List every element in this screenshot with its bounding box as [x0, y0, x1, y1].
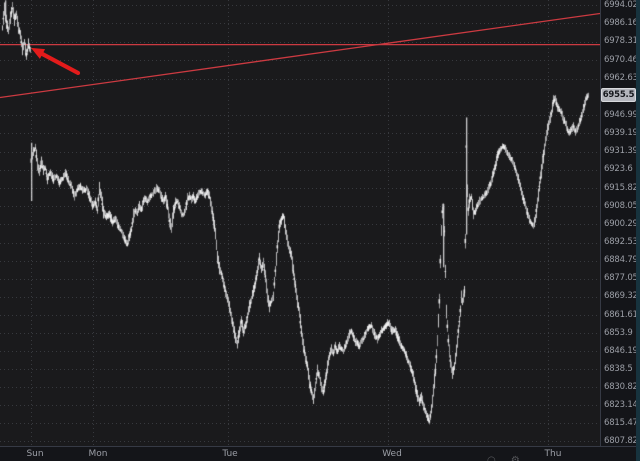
price-axis-label: 6915.82: [604, 182, 638, 193]
price-axis-label: 6830.82: [604, 381, 638, 392]
price-axis-label: 6838.5: [604, 363, 633, 374]
price-axis-label: 6939.19: [604, 127, 638, 138]
price-axis-label: 6869.32: [604, 291, 638, 302]
last-price-tag: 6955.5: [601, 88, 636, 103]
price-axis-label: 6962.63: [604, 73, 638, 83]
time-axis[interactable]: Sun Mon Tue Wed Thu: [0, 446, 640, 461]
price-axis-label: 6861.61: [604, 309, 638, 320]
time-axis-label: Mon: [88, 449, 108, 459]
price-axis-label: 6970.46: [604, 54, 638, 65]
time-axis-label: Thu: [544, 449, 562, 459]
time-axis-label: Wed: [382, 449, 402, 459]
price-axis-label: 6877.05: [604, 273, 638, 284]
price-chart-canvas[interactable]: [0, 0, 600, 446]
price-axis-label: 6815.47: [604, 417, 638, 428]
price-axis-label: 6853.9: [604, 327, 633, 338]
price-axis-label: 6923.6: [604, 164, 633, 175]
price-axis-label: 6908.05: [604, 200, 638, 211]
price-axis-label: 6986.16: [604, 17, 638, 28]
price-axis[interactable]: 6994.02 6986.16 6978.31 6970.46 6962.63 6946.…: [600, 0, 638, 446]
bottom-toolbar-clipped: ○ ⚙: [487, 455, 526, 461]
time-axis-label: Sun: [26, 449, 44, 459]
price-axis-label: 6900.29: [604, 218, 638, 229]
price-axis-label: 6892.53: [604, 237, 638, 248]
price-axis-label: 6884.79: [604, 255, 638, 266]
price-axis-label: 6807.82: [604, 435, 638, 446]
price-axis-label: 6846.19: [604, 345, 638, 356]
price-axis-label: 6994.02: [604, 0, 638, 10]
time-axis-label: Tue: [222, 449, 238, 459]
window-edge-strip: [636, 0, 640, 461]
price-axis-label: 6946.99: [604, 109, 638, 120]
price-axis-label: 6823.14: [604, 399, 638, 410]
chart-plot-area[interactable]: [0, 0, 600, 446]
price-axis-label: 6931.39: [604, 146, 638, 157]
price-axis-label: 6978.31: [604, 36, 638, 47]
